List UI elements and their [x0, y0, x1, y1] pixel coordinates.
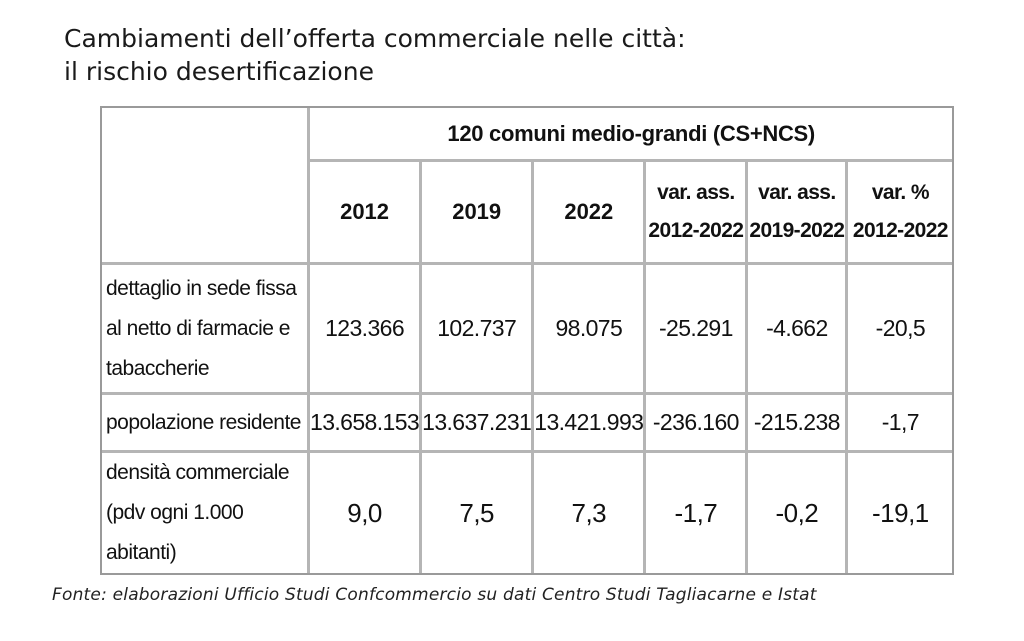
row-label-line: popolazione residente: [106, 410, 302, 434]
table-cell: 7,3: [534, 453, 647, 573]
column-header-line: var. ass.: [758, 181, 836, 204]
table-cell: -236.160: [646, 395, 749, 453]
table-cell: -1,7: [848, 395, 953, 453]
table-cell: 13.421.993: [534, 395, 647, 453]
column-header-line: var. ass.: [657, 181, 735, 204]
title-line-1: Cambiamenti dell’offerta commerciale nel…: [64, 24, 686, 53]
table-cell: 13.658.153: [310, 395, 423, 453]
table-cell: 7,5: [422, 453, 535, 573]
column-header-2022: 2022: [534, 162, 647, 265]
title-line-2: il rischio desertificazione: [64, 57, 374, 86]
column-header-line: 2019-2022: [749, 219, 845, 242]
group-header: 120 comuni medio-grandi (CS+NCS): [310, 108, 953, 162]
row-label-line: (pdv ogni 1.000: [106, 501, 244, 524]
row-label: popolazione residente: [102, 395, 310, 453]
column-header-row: 2012 2019 2022 var. ass. 2012-2022 var. …: [102, 162, 953, 265]
column-header-var-pct-2012-2022: var. % 2012-2022: [848, 162, 953, 265]
column-header-2012: 2012: [310, 162, 423, 265]
table-cell: 9,0: [310, 453, 423, 573]
row-label: densità commerciale (pdv ogni 1.000 abit…: [102, 453, 310, 573]
table-row: dettaglio in sede fissa al netto di farm…: [102, 265, 953, 395]
table-cell: -1,7: [646, 453, 749, 573]
table-cell: -215.238: [748, 395, 849, 453]
table-cell: -0,2: [748, 453, 849, 573]
table-cell: 98.075: [534, 265, 647, 395]
source-note: Fonte: elaborazioni Ufficio Studi Confco…: [52, 585, 817, 605]
page-title: Cambiamenti dell’offerta commerciale nel…: [64, 22, 686, 88]
column-header-line: 2012-2022: [852, 219, 949, 242]
table-cell: -25.291: [646, 265, 749, 395]
data-table: 120 comuni medio-grandi (CS+NCS) 2012 20…: [100, 106, 955, 575]
table-cell: -19,1: [871, 497, 929, 528]
empty-corner-cell: [102, 108, 310, 265]
table-cell: 102.737: [422, 265, 535, 395]
column-header-2019: 2019: [422, 162, 535, 265]
row-label-line: abitanti): [106, 541, 177, 564]
row-label-line: al netto di farmacie e: [106, 316, 290, 340]
row-label-line: tabaccherie: [106, 356, 210, 380]
row-label-line: dettaglio in sede fissa: [106, 276, 297, 300]
row-label: dettaglio in sede fissa al netto di farm…: [102, 265, 310, 395]
group-header-row: 120 comuni medio-grandi (CS+NCS): [102, 108, 953, 265]
table-row: popolazione residente 13.658.153 13.637.…: [102, 395, 953, 453]
column-header-line: 2012-2022: [648, 219, 744, 242]
column-header-var-ass-2019-2022: var. ass. 2019-2022: [748, 162, 849, 265]
table-cell: -4.662: [748, 265, 849, 395]
table-row: densità commerciale (pdv ogni 1.000 abit…: [102, 453, 952, 573]
table-cell: 13.637.231: [422, 395, 535, 453]
table-cell: -20,5: [848, 265, 953, 395]
table-cell: 123.366: [310, 265, 423, 395]
column-header-var-ass-2012-2022: var. ass. 2012-2022: [646, 162, 749, 265]
column-header-line: var. %: [871, 181, 930, 204]
row-label-line: densità commerciale: [106, 461, 290, 484]
